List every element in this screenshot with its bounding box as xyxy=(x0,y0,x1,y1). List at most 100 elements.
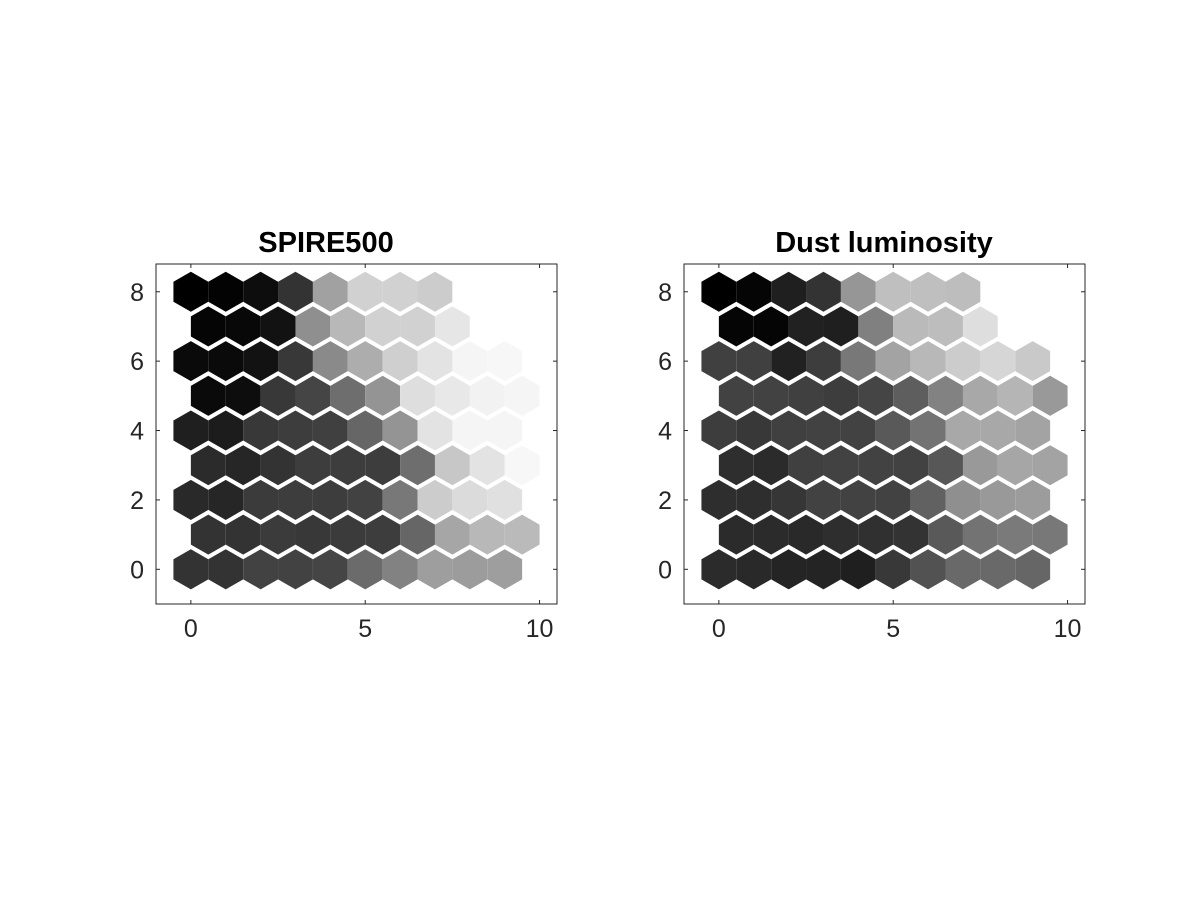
hex-cell xyxy=(701,271,737,312)
hex-cell xyxy=(365,375,401,416)
hex-cell xyxy=(295,306,331,347)
x-tick-label: 0 xyxy=(184,615,198,643)
axis-ticks: 0 5 10 0 2 4 6 8 xyxy=(130,264,557,643)
hex-cell xyxy=(962,306,998,347)
hex-cell xyxy=(417,549,453,590)
hex-cell xyxy=(365,306,401,347)
hex-cell xyxy=(278,271,313,312)
hex-cell xyxy=(278,410,313,451)
hex-cell xyxy=(806,549,841,590)
hex-cell xyxy=(330,306,366,347)
hex-cell xyxy=(823,306,859,347)
hex-cell xyxy=(208,341,244,382)
hex-cell xyxy=(997,306,1033,347)
hex-cell xyxy=(718,445,754,486)
hex-cell xyxy=(208,410,244,451)
hex-cell xyxy=(347,549,383,590)
hex-cell xyxy=(400,514,435,555)
hex-cell xyxy=(190,514,226,555)
hex-cell xyxy=(452,549,488,590)
hex-cell xyxy=(823,375,859,416)
hex-cell xyxy=(347,341,383,382)
hex-cell xyxy=(382,549,418,590)
hex-cell xyxy=(469,445,505,486)
y-tick-label: 6 xyxy=(130,348,144,376)
y-tick-label: 4 xyxy=(658,418,672,446)
hex-cell xyxy=(701,341,737,382)
hex-cell xyxy=(910,479,946,520)
hex-cell xyxy=(173,410,209,451)
hex-cell xyxy=(208,271,244,312)
hex-cell xyxy=(312,271,348,312)
hex-cell xyxy=(243,341,279,382)
hex-cell xyxy=(945,271,981,312)
hex-grid xyxy=(173,271,540,590)
hex-cell xyxy=(434,306,470,347)
hex-cell xyxy=(1032,445,1068,486)
hex-cell xyxy=(452,479,488,520)
hex-cell xyxy=(330,445,366,486)
hex-cell xyxy=(295,375,331,416)
hex-cell xyxy=(1015,341,1051,382)
hex-cell xyxy=(400,375,435,416)
hex-cell xyxy=(771,410,807,451)
hex-cell xyxy=(771,341,807,382)
hex-cell xyxy=(260,445,296,486)
hex-cell xyxy=(753,375,789,416)
hex-cell xyxy=(928,445,963,486)
hex-cell xyxy=(312,549,348,590)
hex-cell xyxy=(736,549,772,590)
hex-cell xyxy=(980,271,1016,312)
hex-cell xyxy=(347,410,383,451)
hex-cell xyxy=(840,479,876,520)
hex-cell xyxy=(788,375,824,416)
chart-title: Dust luminosity xyxy=(775,227,993,259)
hex-cell xyxy=(910,410,946,451)
hex-cell xyxy=(260,375,296,416)
hex-cell xyxy=(875,271,911,312)
hex-cell xyxy=(945,410,981,451)
hex-cell xyxy=(260,514,296,555)
hex-cell xyxy=(1032,514,1068,555)
hex-cell xyxy=(330,375,366,416)
hex-cell xyxy=(190,306,226,347)
y-tick-label: 2 xyxy=(658,487,672,515)
hex-cell xyxy=(295,514,331,555)
hex-cell xyxy=(875,410,911,451)
hex-cell xyxy=(893,445,929,486)
hex-cell xyxy=(225,375,261,416)
hex-cell xyxy=(312,410,348,451)
hex-cell xyxy=(910,271,946,312)
hex-cell xyxy=(243,479,279,520)
hex-cell xyxy=(312,479,348,520)
hex-cell xyxy=(788,514,824,555)
hex-cell xyxy=(173,479,209,520)
hex-cell xyxy=(875,479,911,520)
hex-cell xyxy=(806,410,841,451)
hex-cell xyxy=(858,306,894,347)
hex-cell xyxy=(382,479,418,520)
hex-cell xyxy=(312,341,348,382)
y-tick-label: 8 xyxy=(658,279,672,307)
hex-cell xyxy=(858,445,894,486)
hex-cell xyxy=(452,271,488,312)
hex-cell xyxy=(365,445,401,486)
hex-cell xyxy=(417,341,453,382)
hex-cell xyxy=(330,514,366,555)
hex-cell xyxy=(365,514,401,555)
hex-cell xyxy=(1015,549,1051,590)
hex-cell xyxy=(806,271,841,312)
hex-cell xyxy=(997,375,1033,416)
hex-cell xyxy=(417,479,453,520)
hex-cell xyxy=(382,271,418,312)
hex-cell xyxy=(806,341,841,382)
hex-cell xyxy=(840,410,876,451)
hex-cell xyxy=(347,479,383,520)
hex-cell xyxy=(736,271,772,312)
hex-cell xyxy=(487,479,523,520)
axis-ticks: 0 5 10 0 2 4 6 8 xyxy=(658,264,1085,643)
hex-cell xyxy=(225,514,261,555)
hex-cell xyxy=(504,514,540,555)
hex-grid xyxy=(701,271,1068,590)
